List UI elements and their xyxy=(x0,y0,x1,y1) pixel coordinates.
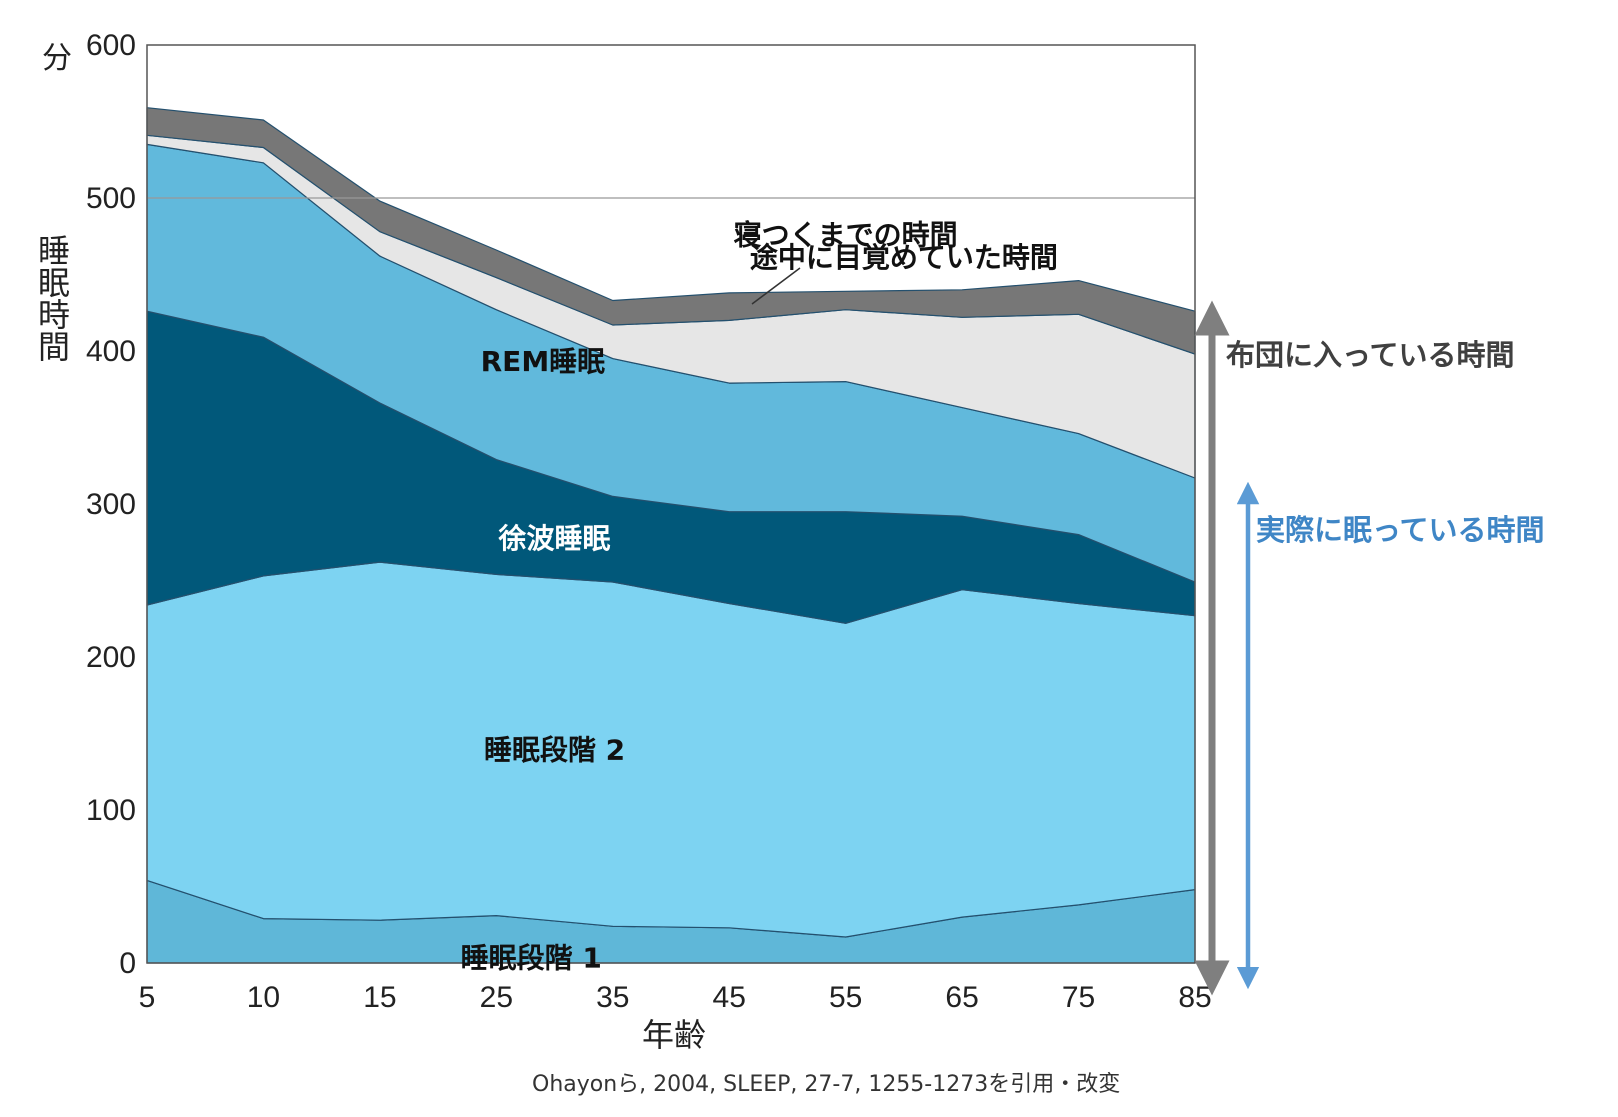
y-tick-label: 300 xyxy=(86,488,136,521)
x-axis-ticks: 5 10 15 25 35 45 55 65 75 85 xyxy=(139,981,1212,1014)
y-axis-ticks: 0 100 200 300 400 500 600 xyxy=(86,29,136,980)
series-label-5: 途中に目覚めていた時間 xyxy=(750,241,1058,274)
y-tick-label: 100 xyxy=(86,794,136,827)
series-label-4: REM睡眠 xyxy=(481,345,606,378)
y-tick-label: 0 xyxy=(119,947,136,980)
x-tick-label: 35 xyxy=(596,981,629,1014)
x-tick-label: 75 xyxy=(1062,981,1095,1014)
x-tick-label: 45 xyxy=(713,981,746,1014)
sleep-latency-leader-line xyxy=(751,267,801,305)
y-tick-label: 500 xyxy=(86,182,136,215)
y-tick-label: 400 xyxy=(86,335,136,368)
x-tick-label: 5 xyxy=(139,981,156,1014)
x-tick-label: 65 xyxy=(945,981,978,1014)
series-label-6: 寝つくまでの時間 xyxy=(734,218,958,251)
x-tick-label: 10 xyxy=(247,981,280,1014)
y-tick-label: 600 xyxy=(86,29,136,62)
area-series-2 xyxy=(146,561,1196,938)
actual-sleep-label: 実際に眠っている時間 xyxy=(1256,513,1545,547)
y-unit-label: 分 xyxy=(42,42,72,75)
x-tick-label: 85 xyxy=(1178,981,1211,1014)
series-label-2: 睡眠段階 2 xyxy=(484,734,625,767)
series-label-1: 睡眠段階 1 xyxy=(461,942,602,975)
stacked-areas xyxy=(146,107,1196,964)
x-tick-label: 25 xyxy=(480,981,513,1014)
time-in-bed-label: 布団に入っている時間 xyxy=(1226,338,1515,372)
x-tick-label: 15 xyxy=(363,981,396,1014)
x-tick-label: 55 xyxy=(829,981,862,1014)
y-tick-label: 200 xyxy=(86,641,136,674)
y-axis-title: 睡眠時間 xyxy=(33,234,71,362)
source-citation: Ohayonら, 2004, SLEEP, 27-7, 1255-1273を引用… xyxy=(532,1072,1120,1097)
series-label-3: 徐波睡眠 xyxy=(498,522,611,555)
x-axis-title: 年齢 xyxy=(642,1016,706,1054)
